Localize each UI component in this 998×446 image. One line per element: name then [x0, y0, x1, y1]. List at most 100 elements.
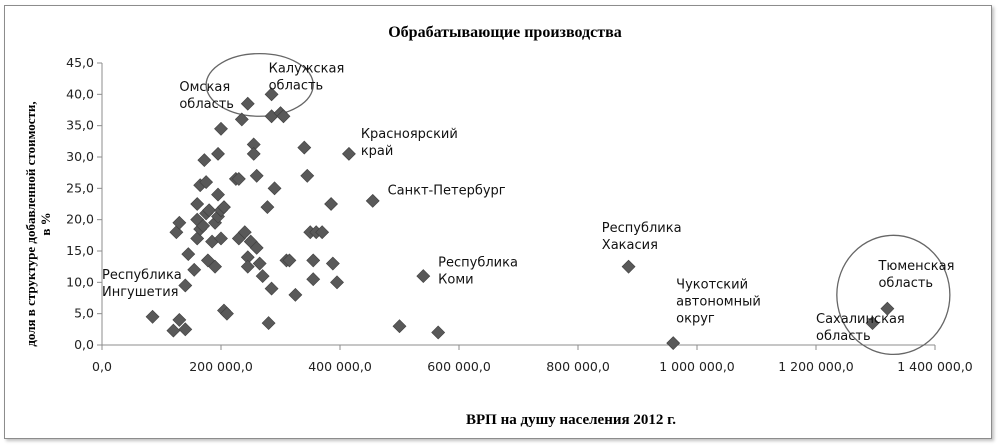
annotation-line: Санкт-Петербург — [388, 184, 506, 199]
data-point — [288, 287, 303, 302]
annotation-line: область — [269, 78, 324, 93]
annotations: Омская область Калужская область Красноярски… — [102, 61, 954, 344]
data-point — [315, 225, 330, 240]
data-point — [880, 301, 895, 316]
annotation-line: область — [816, 329, 871, 344]
point-annotation: Тюменская область — [877, 259, 954, 291]
point-annotation: Омская область — [179, 80, 234, 112]
data-point — [261, 316, 276, 330]
data-point — [178, 278, 193, 293]
data-point — [249, 240, 264, 255]
data-point — [231, 172, 246, 186]
annotation-line: Республика — [102, 268, 182, 283]
data-point — [297, 140, 312, 155]
data-point — [431, 325, 446, 340]
data-point — [172, 313, 187, 327]
data-point — [166, 323, 181, 338]
data-point — [260, 200, 275, 215]
data-point — [416, 269, 431, 283]
highlight-ellipse — [836, 234, 951, 356]
chart-title: Обрабатывающие производства — [388, 24, 622, 41]
data-point — [324, 197, 338, 211]
data-point — [220, 306, 234, 321]
data-point — [211, 187, 225, 202]
y-axis-title-line-2: в % — [38, 212, 53, 235]
data-point — [145, 309, 160, 324]
annotation-line: Калужская — [269, 61, 345, 76]
y-tick-label: 40,0 — [66, 86, 94, 101]
y-tick-label: 0,0 — [74, 337, 94, 352]
y-axis-title: доля в структуре добавленной стоимости, … — [23, 101, 53, 346]
data-point — [197, 153, 212, 168]
y-tick-label: 20,0 — [66, 212, 94, 227]
highlight-ellipse — [205, 52, 314, 117]
annotation-line: Сахалинская — [816, 312, 905, 327]
data-point — [240, 96, 255, 111]
annotation-line: Республика — [438, 256, 518, 271]
annotation-line: Красноярский — [361, 127, 458, 142]
annotation-line: Чукотский — [676, 278, 748, 293]
data-point — [196, 219, 211, 233]
x-tick-label: 600 000,0 — [427, 359, 491, 374]
point-annotation: Чукотский автономный округ — [676, 278, 761, 327]
data-point — [330, 275, 344, 290]
data-point — [208, 259, 222, 274]
data-point — [181, 247, 196, 262]
annotation-line: Ингушетия — [102, 285, 178, 300]
data-point — [237, 225, 252, 240]
data-point — [306, 253, 321, 268]
data-point — [199, 175, 214, 189]
x-tick-label: 0,0 — [92, 359, 112, 374]
annotation-line: автономный — [676, 295, 761, 310]
y-tick-label: 45,0 — [66, 55, 94, 70]
y-tick-label: 10,0 — [66, 274, 94, 289]
y-tick-label: 5,0 — [74, 306, 94, 321]
data-point — [190, 197, 205, 211]
data-point — [240, 259, 255, 274]
x-tick-label: 1 400 000,0 — [897, 359, 973, 374]
point-annotation: Санкт-Петербург — [388, 184, 506, 199]
data-point — [217, 200, 231, 215]
data-point — [300, 168, 315, 183]
annotation-line: округ — [676, 312, 715, 327]
axes: 0,0 5,0 10,0 15,0 20,0 25,0 30,0 35,0 40,0 45,0 0,… — [66, 55, 973, 374]
y-tick-label: 15,0 — [66, 243, 94, 258]
data-point — [211, 146, 225, 161]
data-points — [145, 87, 895, 351]
point-annotation: Республика Коми — [438, 256, 518, 288]
annotation-line: область — [878, 276, 933, 291]
data-point — [267, 181, 282, 196]
data-point — [865, 316, 880, 330]
data-point — [255, 269, 270, 283]
chart-frame: Обрабатывающие производства ВРП на душу … — [4, 5, 992, 439]
data-point — [252, 256, 267, 271]
x-tick-label: 200 000,0 — [189, 359, 253, 374]
data-point — [342, 146, 356, 161]
data-point — [621, 259, 636, 274]
y-tick-label: 30,0 — [66, 149, 94, 164]
annotation-line: область — [179, 97, 234, 112]
data-point — [282, 253, 297, 268]
annotation-line: Коми — [438, 273, 473, 288]
data-point — [187, 262, 202, 277]
y-axis-title-line-1: доля в структуре добавленной стоимости, — [23, 101, 38, 346]
data-point — [249, 168, 264, 183]
point-annotation: Республика Хакасия — [602, 221, 682, 253]
x-tick-label: 1 000 000,0 — [659, 359, 735, 374]
data-point — [246, 146, 261, 161]
highlight-circles — [205, 52, 951, 356]
point-annotation: Калужская область — [269, 61, 345, 93]
data-point — [365, 193, 380, 208]
x-tick-label: 800 000,0 — [546, 359, 610, 374]
data-point — [172, 215, 187, 230]
data-point — [264, 281, 279, 296]
y-tick-label: 35,0 — [66, 118, 94, 133]
x-tick-label: 400 000,0 — [308, 359, 372, 374]
data-point — [264, 87, 279, 102]
data-point — [178, 322, 193, 337]
annotation-line: край — [361, 144, 394, 159]
data-point — [666, 336, 681, 351]
scatter-chart: Обрабатывающие производства ВРП на душу … — [23, 24, 973, 428]
data-point — [325, 256, 340, 271]
annotation-line: Хакасия — [602, 238, 658, 253]
